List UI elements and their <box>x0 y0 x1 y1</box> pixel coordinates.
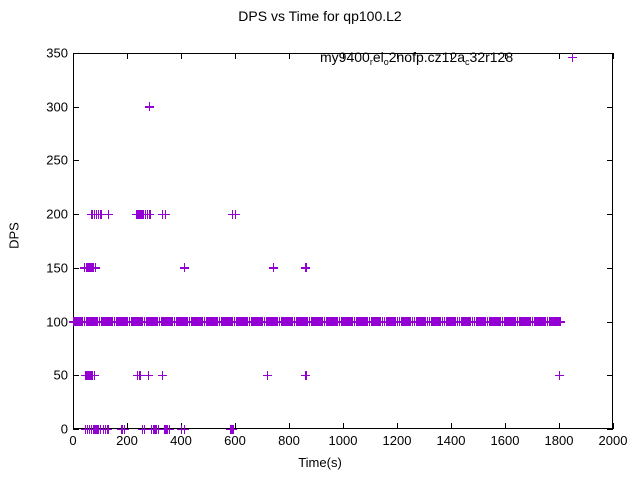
x-tick-label: 2000 <box>598 433 628 448</box>
y-axis-tick-labels: 0 50 100 150 200 250 300 350 <box>0 46 640 437</box>
y-tick-mark <box>73 429 79 430</box>
y-tick-mark <box>607 321 613 323</box>
x-tick-mark <box>559 423 560 429</box>
x-tick-mark <box>127 53 128 59</box>
x-tick-mark <box>505 53 506 59</box>
chart-title: DPS vs Time for qp100.L2 <box>238 8 402 24</box>
x-tick-label: 600 <box>224 433 246 448</box>
plot-frame <box>73 53 613 429</box>
y-tick-mark <box>607 429 613 430</box>
x-tick-mark <box>343 53 344 59</box>
y-tick-mark <box>73 214 79 216</box>
x-tick-mark <box>613 53 614 59</box>
x-tick-mark <box>397 53 398 59</box>
x-tick-label: 400 <box>170 433 192 448</box>
x-tick-label: 1200 <box>382 433 412 448</box>
y-tick-mark <box>607 375 613 377</box>
y-tick-label: 0 <box>60 421 68 437</box>
x-tick-label: 200 <box>116 433 138 448</box>
y-tick-mark <box>607 214 613 216</box>
x-tick-label: 1600 <box>490 433 520 448</box>
y-tick-mark <box>607 267 613 269</box>
y-tick-mark <box>73 106 79 108</box>
y-tick-label: 150 <box>46 260 68 276</box>
x-tick-label: 1400 <box>436 433 466 448</box>
x-tick-label: 1000 <box>328 433 358 448</box>
x-tick-label: 1800 <box>544 433 574 448</box>
x-tick-mark <box>73 423 74 429</box>
x-tick-mark <box>235 53 236 59</box>
x-tick-label: 800 <box>278 433 300 448</box>
x-tick-mark <box>127 423 128 429</box>
y-tick-mark <box>73 375 79 377</box>
x-tick-mark <box>397 423 398 429</box>
y-tick-label: 350 <box>46 45 68 61</box>
x-tick-label: 0 <box>69 433 77 448</box>
x-tick-mark <box>559 53 560 59</box>
y-tick-mark <box>607 53 613 54</box>
x-tick-mark <box>343 423 344 429</box>
y-tick-mark <box>73 160 79 162</box>
x-axis-title: Time(s) <box>298 455 342 470</box>
x-tick-mark <box>181 53 182 59</box>
y-tick-mark <box>73 267 79 269</box>
legend-entry-label: my9400relo2nofp.cz12ac32r128 <box>320 49 514 67</box>
x-tick-mark <box>451 53 452 59</box>
y-tick-label: 300 <box>46 99 68 115</box>
x-tick-mark <box>235 423 236 429</box>
x-tick-mark <box>289 423 290 429</box>
y-axis-title: DPS <box>6 222 22 249</box>
y-tick-label: 50 <box>53 367 68 383</box>
y-tick-label: 200 <box>46 206 68 222</box>
y-tick-mark <box>73 53 79 54</box>
y-tick-mark <box>607 106 613 108</box>
x-tick-mark <box>73 53 74 59</box>
y-tick-label: 100 <box>46 314 68 330</box>
x-tick-mark <box>289 53 290 59</box>
y-tick-mark <box>607 160 613 162</box>
x-tick-mark <box>505 423 506 429</box>
x-tick-mark <box>451 423 452 429</box>
x-axis-tick-labels: 0 200 400 600 800 1000 1200 1400 1600 1800 2000 <box>69 431 627 453</box>
y-tick-label: 250 <box>46 152 68 168</box>
x-tick-mark <box>613 423 614 429</box>
legend: my9400relo2nofp.cz12ac32r128 <box>320 46 513 68</box>
